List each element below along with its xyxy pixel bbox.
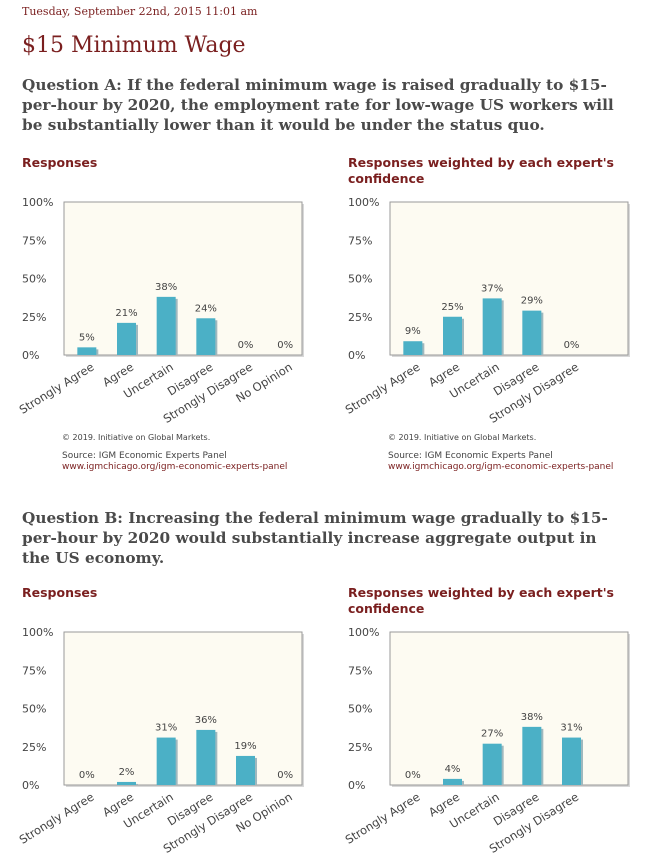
y-tick-label: 50% [22, 703, 46, 716]
question-b-text: Question B: Increasing the federal minim… [22, 509, 608, 567]
value-label-disagree: 29% [521, 296, 543, 307]
plot-area [63, 201, 303, 356]
y-tick-label: 75% [348, 234, 372, 247]
value-label-strongly-disagree: 0% [564, 340, 580, 351]
bar-agree [117, 781, 136, 785]
chart-a2-footer: © 2019. Initiative on Global Markets. So… [388, 432, 628, 473]
source-link[interactable]: www.igmchicago.org/igm-economic-experts-… [388, 462, 614, 472]
chart-a2-title: Responses weighted by each expert's conf… [348, 155, 614, 186]
y-tick-label: 0% [22, 779, 39, 792]
chart-b1-responses: 0%25%50%75%100%0%Strongly Agree2%Agree31… [17, 626, 304, 856]
y-tick-label: 25% [348, 741, 372, 754]
chart-b2-title: Responses weighted by each expert's conf… [348, 585, 614, 616]
value-label-no-opinion: 0% [277, 770, 293, 781]
bar-agree [117, 322, 136, 355]
copyright-text: © 2019. Initiative on Global Markets. [388, 433, 537, 442]
question-a-text: Question A: If the federal minimum wage … [22, 76, 614, 134]
source-text: Source: IGM Economic Experts Panel [62, 451, 227, 461]
y-tick-label: 100% [348, 626, 379, 639]
value-label-disagree: 36% [195, 715, 217, 726]
plot-area [63, 631, 303, 786]
bar-disagree [522, 726, 542, 785]
bar-uncertain [482, 743, 502, 785]
y-tick-label: 25% [22, 741, 46, 754]
value-label-strongly-agree: 9% [405, 326, 421, 337]
bar-agree [443, 778, 462, 785]
y-tick-label: 75% [22, 664, 46, 677]
bar-uncertain [482, 298, 502, 355]
y-tick-label: 25% [22, 311, 46, 324]
value-label-disagree: 38% [521, 712, 543, 723]
y-tick-label: 75% [22, 234, 46, 247]
bar-disagree [196, 318, 216, 355]
copyright-text: © 2019. Initiative on Global Markets. [62, 433, 211, 442]
value-label-strongly-agree: 0% [79, 770, 95, 781]
value-label-disagree: 24% [195, 303, 217, 314]
chart-a1-responses: 0%25%50%75%100%5%Strongly Agree21%Agree3… [17, 196, 304, 426]
bar-disagree [522, 310, 542, 355]
source-text: Source: IGM Economic Experts Panel [388, 451, 553, 461]
x-tick-label-strongly-agree: Strongly Agree [343, 360, 423, 417]
y-tick-label: 100% [22, 626, 53, 639]
chart-a2-weighted: 0%25%50%75%100%9%Strongly Agree25%Agree3… [343, 196, 630, 426]
value-label-agree: 21% [115, 308, 137, 319]
chart-b2-weighted: 0%25%50%75%100%0%Strongly Agree4%Agree27… [343, 626, 630, 856]
value-label-agree: 25% [441, 302, 463, 313]
value-label-strongly-agree: 5% [79, 332, 95, 343]
value-label-strongly-agree: 0% [405, 770, 421, 781]
value-label-uncertain: 27% [481, 729, 503, 740]
y-tick-label: 75% [348, 664, 372, 677]
bar-strongly-disagree [562, 737, 581, 785]
chart-a1-title: Responses [22, 155, 98, 170]
bar-strongly-agree [77, 347, 97, 355]
value-label-agree: 4% [445, 764, 461, 775]
x-tick-label-strongly-agree: Strongly Agree [17, 360, 97, 417]
source-link[interactable]: www.igmchicago.org/igm-economic-experts-… [62, 462, 288, 472]
value-label-agree: 2% [119, 767, 135, 778]
page-title: $15 Minimum Wage [22, 33, 246, 58]
y-tick-label: 25% [348, 311, 372, 324]
y-tick-label: 100% [22, 196, 53, 209]
value-label-uncertain: 37% [481, 283, 503, 294]
x-tick-label-strongly-agree: Strongly Agree [343, 790, 423, 847]
chart-a1-footer: © 2019. Initiative on Global Markets. So… [62, 432, 302, 473]
bar-strongly-disagree [236, 755, 255, 785]
bar-uncertain [156, 737, 176, 785]
bar-strongly-agree [403, 341, 423, 355]
y-tick-label: 0% [348, 779, 365, 792]
bar-uncertain [156, 296, 176, 355]
date-stamp: Tuesday, September 22nd, 2015 11:01 am [22, 5, 258, 18]
bar-agree [443, 316, 462, 355]
chart-b1-title: Responses [22, 585, 98, 600]
plot-area [389, 201, 629, 356]
y-tick-label: 50% [348, 703, 372, 716]
value-label-uncertain: 31% [155, 723, 177, 734]
plot-area [389, 631, 629, 786]
value-label-no-opinion: 0% [277, 340, 293, 351]
value-label-strongly-disagree: 31% [560, 723, 582, 734]
bar-disagree [196, 729, 216, 785]
x-tick-label-strongly-agree: Strongly Agree [17, 790, 97, 847]
y-tick-label: 0% [22, 349, 39, 362]
y-tick-label: 50% [22, 273, 46, 286]
value-label-strongly-disagree: 19% [234, 741, 256, 752]
y-tick-label: 50% [348, 273, 372, 286]
y-tick-label: 100% [348, 196, 379, 209]
y-tick-label: 0% [348, 349, 365, 362]
value-label-strongly-disagree: 0% [238, 340, 254, 351]
value-label-uncertain: 38% [155, 282, 177, 293]
